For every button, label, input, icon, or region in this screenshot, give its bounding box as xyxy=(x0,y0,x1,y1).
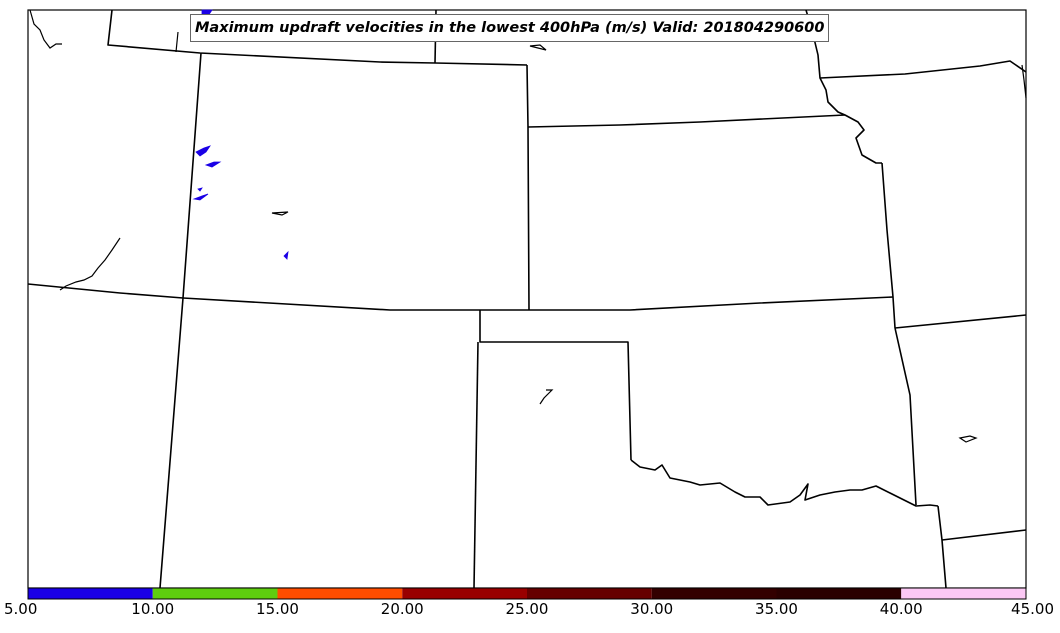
colorbar-segment xyxy=(776,588,902,599)
colorbar-segment xyxy=(901,588,1026,599)
state-boundaries xyxy=(27,9,1027,589)
colorbar-tick-label: 35.00 xyxy=(755,600,798,618)
colorbar-segment xyxy=(152,588,278,599)
colorbar-tick-label: 30.00 xyxy=(630,600,674,618)
colorbar-tick-label: 25.00 xyxy=(505,600,549,618)
colorbar-tick-label: 15.00 xyxy=(256,600,299,618)
colorbar-segment xyxy=(402,588,527,599)
colorbar-tick-label: 45.00 xyxy=(1011,600,1054,618)
colorbar-segment xyxy=(651,588,777,599)
colorbar-tick-label: 5.00 xyxy=(4,600,38,618)
colorbar-frame xyxy=(27,587,1027,600)
map-title: Maximum updraft velocities in the lowest… xyxy=(190,14,830,42)
colorbar-tick-label: 10.00 xyxy=(131,600,175,618)
colorbar-tick-label: 20.00 xyxy=(380,600,424,618)
updraft-cell xyxy=(195,145,211,157)
water-features xyxy=(29,9,1027,443)
updraft-cell xyxy=(192,193,209,201)
colorbar-segment xyxy=(277,588,403,599)
updraft-cell xyxy=(283,250,289,260)
colorbar-segment xyxy=(28,588,153,599)
updraft-cell xyxy=(197,187,203,192)
colorbar xyxy=(27,587,1027,600)
updraft-cell xyxy=(204,161,222,168)
colorbar-tick-label: 40.00 xyxy=(879,600,923,618)
colorbar-segment xyxy=(527,588,652,599)
